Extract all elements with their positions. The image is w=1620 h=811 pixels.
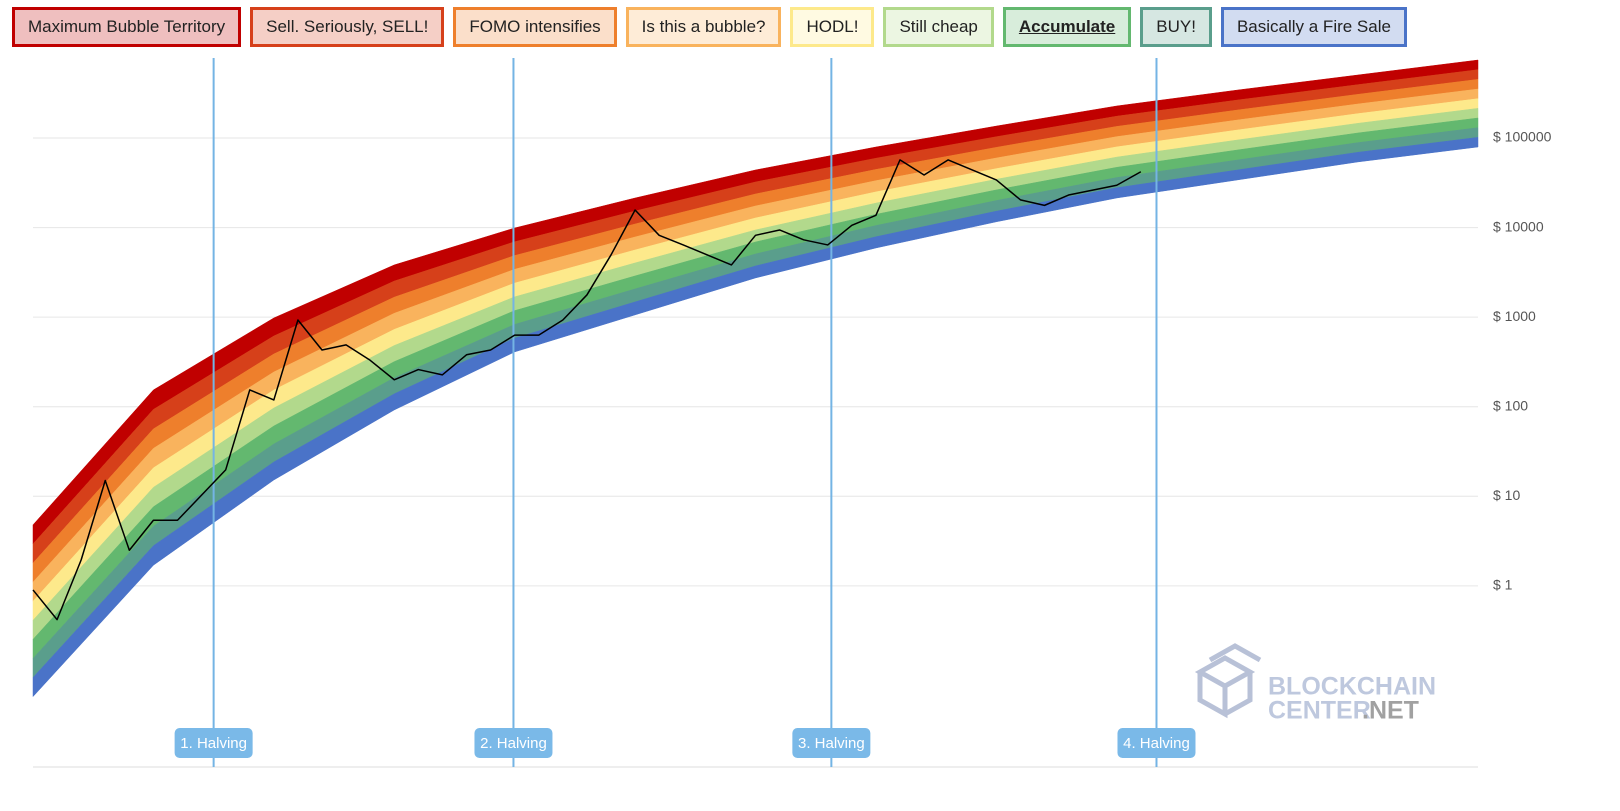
legend-button[interactable]: Still cheap: [883, 7, 994, 47]
legend-button[interactable]: FOMO intensifies: [453, 7, 617, 47]
legend-button[interactable]: HODL!: [790, 7, 875, 47]
y-tick-label: $ 1000: [1493, 308, 1536, 324]
price-line: [32, 159, 1142, 621]
watermark-text: CENTER: [1268, 697, 1371, 725]
legend-button[interactable]: Basically a Fire Sale: [1220, 7, 1407, 47]
legend-button[interactable]: BUY!: [1140, 7, 1212, 47]
legend: Maximum Bubble Territory Sell. Seriously,…: [12, 7, 1407, 47]
halving-label: 3. Halving: [798, 735, 865, 752]
watermark-text: BLOCKCHAIN: [1268, 673, 1436, 701]
watermark-text: .NET: [1362, 697, 1419, 725]
legend-button[interactable]: Sell. Seriously, SELL!: [250, 7, 445, 47]
halving-label: 4. Halving: [1123, 735, 1190, 752]
halving-label-box: [1117, 728, 1196, 758]
y-tick-label: $ 10000: [1493, 218, 1544, 234]
halving-label-box: [792, 728, 871, 758]
y-tick-label: $ 100000: [1493, 129, 1552, 145]
legend-button[interactable]: Accumulate: [1002, 7, 1132, 47]
y-tick-label: $ 1: [1493, 577, 1513, 593]
halving-label: 1. Halving: [180, 735, 247, 752]
watermark: BLOCKCHAIN CENTER .NET: [1194, 643, 1436, 725]
halving-label-box: [174, 728, 253, 758]
halving-label: 2. Halving: [480, 735, 547, 752]
rainbow-band: [32, 137, 1479, 698]
legend-button[interactable]: Is this a bubble?: [625, 7, 782, 47]
y-tick-label: $ 10: [1493, 487, 1520, 503]
y-tick-label: $ 100: [1493, 397, 1528, 413]
legend-button[interactable]: Maximum Bubble Territory: [12, 7, 242, 47]
halving-label-box: [474, 728, 553, 758]
watermark-icon: [1194, 643, 1262, 719]
